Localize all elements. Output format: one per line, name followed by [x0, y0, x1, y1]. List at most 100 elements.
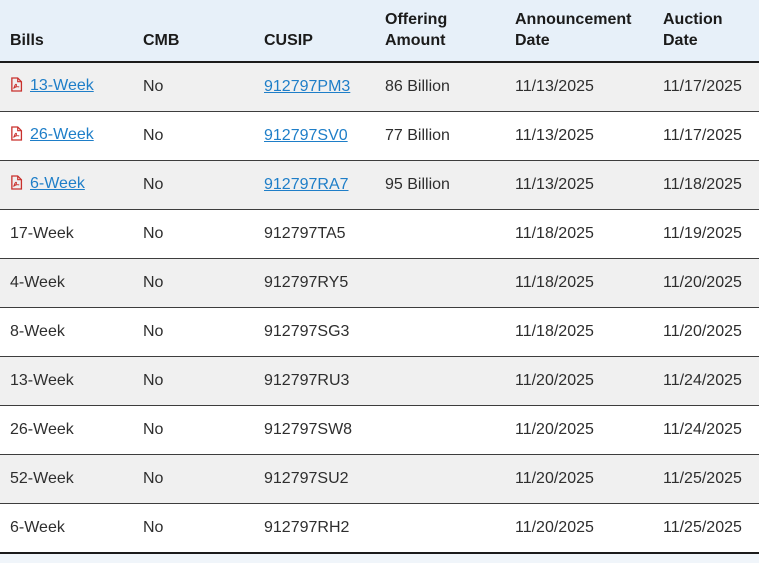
cusip-cell: 912797SV0	[254, 111, 375, 162]
auction-date-cell: 11/18/2025	[653, 160, 759, 211]
cusip-cell: 912797RU3	[254, 356, 375, 407]
announcement-date-cell: 11/13/2025	[505, 111, 653, 162]
bills-cell: 8-Week	[0, 307, 133, 358]
cusip-value: 912797RH2	[264, 519, 350, 537]
table-header-row: Bills CMB CUSIP Offering Amount Announce…	[0, 0, 759, 64]
auction_date-value: 11/20/2025	[663, 323, 742, 341]
cmb-value: No	[143, 421, 164, 439]
bills-cell: 17-Week	[0, 209, 133, 260]
cmb-cell: No	[133, 160, 254, 211]
auction_date-value: 11/24/2025	[663, 372, 742, 390]
cmb-value: No	[143, 176, 164, 194]
cmb-value: No	[143, 127, 164, 145]
offering-amount-cell	[375, 405, 505, 456]
table-row: 26-Week No 912797SW8 11/20/2025 11/24/2025	[0, 405, 759, 456]
announcement-date-cell: 11/13/2025	[505, 160, 653, 211]
cusip-cell: 912797SW8	[254, 405, 375, 456]
auction_date-value: 11/20/2025	[663, 274, 742, 292]
offering-amount-cell: 77 Billion	[375, 111, 505, 162]
announcement-date-cell: 11/18/2025	[505, 307, 653, 358]
bills-link[interactable]: 13-Week	[30, 77, 94, 95]
announcement_date-value: 11/13/2025	[515, 78, 594, 96]
auction-date-cell: 11/20/2025	[653, 307, 759, 358]
cusip-cell: 912797RA7	[254, 160, 375, 211]
column-header-auction-date: Auction Date	[653, 0, 759, 64]
table-row: 13-Week No 912797PM3 86 Billion 11/13/2025 11…	[0, 62, 759, 113]
cmb-value: No	[143, 323, 164, 341]
bills-value: 6-Week	[10, 519, 65, 537]
auction_date-value: 11/24/2025	[663, 421, 742, 439]
bills-value: 4-Week	[10, 274, 65, 292]
auction_date-value: 11/19/2025	[663, 225, 742, 243]
bills-value: 26-Week	[10, 421, 74, 439]
announcement_date-value: 11/20/2025	[515, 519, 594, 537]
cmb-cell: No	[133, 111, 254, 162]
auction_date-value: 11/25/2025	[663, 519, 742, 537]
offering-amount-cell	[375, 356, 505, 407]
cusip-cell: 912797SG3	[254, 307, 375, 358]
announcement_date-value: 11/18/2025	[515, 323, 594, 341]
cmb-value: No	[143, 78, 164, 96]
auction_date-value: 11/17/2025	[663, 127, 742, 145]
table-row: 52-Week No 912797SU2 11/20/2025 11/25/2025	[0, 454, 759, 505]
cmb-cell: No	[133, 62, 254, 113]
announcement-date-cell: 11/20/2025	[505, 454, 653, 505]
cusip-link[interactable]: 912797PM3	[264, 78, 351, 96]
cusip-cell: 912797RY5	[254, 258, 375, 309]
cmb-cell: No	[133, 405, 254, 456]
bills-value: 13-Week	[10, 372, 74, 390]
announcement-date-cell: 11/20/2025	[505, 503, 653, 555]
cusip-link[interactable]: 912797RA7	[264, 176, 349, 194]
announcement-date-cell: 11/20/2025	[505, 356, 653, 407]
bills-cell: 6-Week	[0, 160, 133, 211]
table-row: 4-Week No 912797RY5 11/18/2025 11/20/2025	[0, 258, 759, 309]
bills-cell: 6-Week	[0, 503, 133, 555]
announcement-date-cell: 11/18/2025	[505, 209, 653, 260]
cusip-cell: 912797PM3	[254, 62, 375, 113]
cusip-value: 912797SW8	[264, 421, 353, 439]
auction_date-value: 11/25/2025	[663, 470, 742, 488]
table-row: 13-Week No 912797RU3 11/20/2025 11/24/2025	[0, 356, 759, 407]
table-row: 26-Week No 912797SV0 77 Billion 11/13/2025 11…	[0, 111, 759, 162]
pdf-file-icon	[10, 175, 23, 195]
bills-link[interactable]: 26-Week	[30, 126, 94, 144]
table-body: 13-Week No 912797PM3 86 Billion 11/13/2025 11…	[0, 62, 759, 555]
column-header-bills: Bills	[0, 0, 133, 64]
announcement-date-cell: 11/18/2025	[505, 258, 653, 309]
auction-date-cell: 11/24/2025	[653, 405, 759, 456]
announcement_date-value: 11/18/2025	[515, 274, 594, 292]
next-section-strip	[0, 554, 759, 563]
cusip-link[interactable]: 912797SV0	[264, 127, 348, 145]
column-header-cusip: CUSIP	[254, 0, 375, 64]
pdf-file-icon	[10, 77, 23, 97]
announcement_date-value: 11/13/2025	[515, 127, 594, 145]
bills-cell: 26-Week	[0, 111, 133, 162]
auction-date-cell: 11/25/2025	[653, 454, 759, 505]
offering_amount-value: 95 Billion	[385, 176, 450, 194]
column-header-announcement-date: Announcement Date	[505, 0, 653, 64]
offering-amount-cell	[375, 258, 505, 309]
cusip-value: 912797RY5	[264, 274, 349, 292]
auction-date-cell: 11/25/2025	[653, 503, 759, 555]
table-row: 6-Week No 912797RA7 95 Billion 11/13/2025 11/…	[0, 160, 759, 211]
auction-date-cell: 11/17/2025	[653, 111, 759, 162]
bills-cell: 13-Week	[0, 62, 133, 113]
table-row: 17-Week No 912797TA5 11/18/2025 11/19/2025	[0, 209, 759, 260]
announcement_date-value: 11/13/2025	[515, 176, 594, 194]
auction_date-value: 11/18/2025	[663, 176, 742, 194]
offering-amount-cell	[375, 209, 505, 260]
announcement-date-cell: 11/13/2025	[505, 62, 653, 113]
cusip-value: 912797TA5	[264, 225, 346, 243]
bills-link[interactable]: 6-Week	[30, 175, 85, 193]
cusip-value: 912797RU3	[264, 372, 350, 390]
auction-date-cell: 11/17/2025	[653, 62, 759, 113]
offering-amount-cell: 86 Billion	[375, 62, 505, 113]
offering_amount-value: 77 Billion	[385, 127, 450, 145]
announcement_date-value: 11/20/2025	[515, 372, 594, 390]
cusip-value: 912797SU2	[264, 470, 349, 488]
announcement_date-value: 11/18/2025	[515, 225, 594, 243]
offering_amount-value: 86 Billion	[385, 78, 450, 96]
bills-cell: 26-Week	[0, 405, 133, 456]
offering-amount-cell	[375, 454, 505, 505]
